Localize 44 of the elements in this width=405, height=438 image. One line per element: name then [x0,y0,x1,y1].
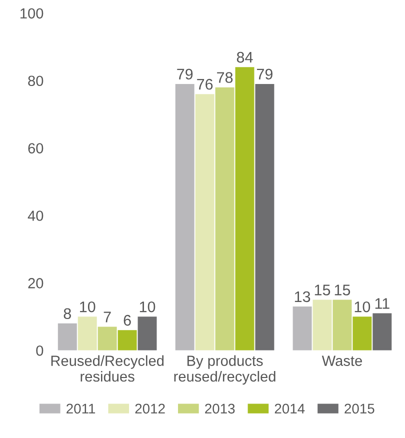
data-label: 8 [64,308,71,320]
data-label: 15 [314,284,330,296]
x-tick-label: Reused/Recycled residues [51,355,164,382]
x-tick-label: By products reused/recycled [174,355,276,385]
data-label: 76 [197,78,213,90]
bar [292,306,312,350]
data-label: 6 [124,314,131,326]
y-tick-label: 40 [28,210,44,221]
bar [372,313,392,350]
legend-label: 2012 [135,404,165,414]
bar [138,316,157,350]
data-label: 84 [236,52,253,63]
bar [215,87,234,350]
data-label: 79 [256,68,272,80]
bar [332,300,352,350]
y-tick-label: 20 [28,278,44,288]
legend-label: 2013 [205,404,235,414]
y-tick-label: 60 [28,143,44,154]
data-label: 11 [375,298,390,309]
legend-label: 2014 [274,404,305,414]
legend-label: 2011 [66,404,96,414]
data-label: 10 [140,301,156,312]
x-tick-label: Waste [322,356,362,366]
bar [98,326,117,350]
legend-label: 2015 [344,404,374,414]
y-tick-label: 80 [28,76,44,86]
data-label: 13 [294,291,310,302]
data-label: 15 [334,284,350,296]
data-label: 79 [177,68,193,80]
y-tick-label: 0 [36,346,44,356]
bar [235,67,254,350]
bar [118,330,137,350]
data-label: 78 [217,72,233,83]
data-label: 7 [104,312,111,322]
data-label: 10 [80,301,96,312]
bar [78,316,97,350]
bar [352,316,372,350]
bar [58,323,77,350]
bar [195,94,214,350]
y-tick-label: 100 [20,8,44,19]
bar [175,84,194,350]
bar [312,300,332,350]
bar [255,84,274,350]
data-label: 10 [354,301,370,312]
